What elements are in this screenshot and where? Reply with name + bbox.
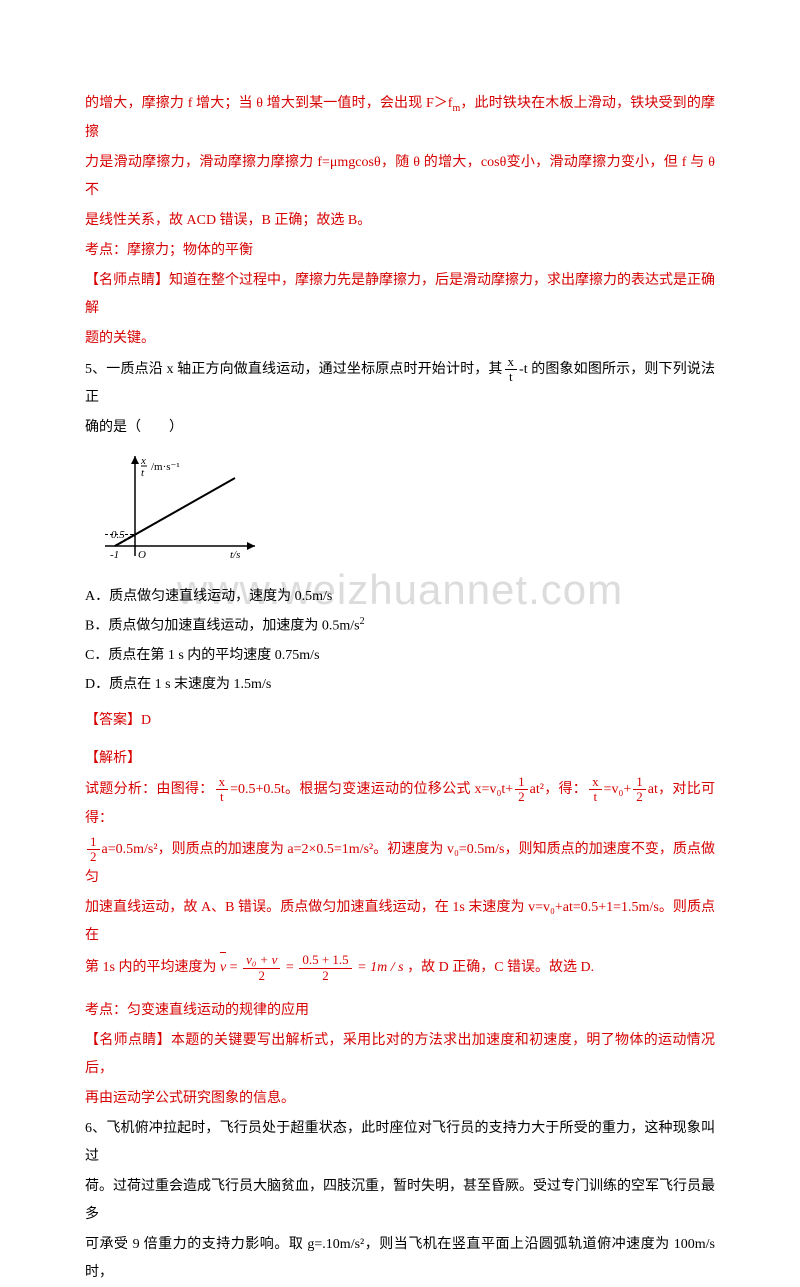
test-point-2: 考点：匀变速直线运动的规律的应用 xyxy=(85,997,715,1025)
explain-text-3: 加速直线运动，故 A、B 错误。质点做匀加速直线运动，在 1s 末速度为 v=v… xyxy=(85,894,715,950)
option-a: A．质点做匀速直线运动，速度为 0.5m/s xyxy=(85,583,715,611)
svg-text:x: x xyxy=(140,455,146,467)
svg-text:t/s: t/s xyxy=(230,549,240,561)
explain-text-2: 12a=0.5m/s²，则质点的加速度为 a=2×0.5=1m/s²。初速度为 … xyxy=(85,835,715,893)
xt-graph: 0.5 -1 O t/s x t /m·s⁻¹ xyxy=(85,446,715,577)
explain-line-3: 是线性关系，故 ACD 错误，B 正确；故选 B。 xyxy=(85,207,715,235)
svg-text:/m·s⁻¹: /m·s⁻¹ xyxy=(151,461,180,473)
option-b: B．质点做匀加速直线运动，加速度为 0.5m/s2 xyxy=(85,612,715,641)
svg-text:t: t xyxy=(141,467,145,479)
explain-line-1: 的增大，摩擦力 f 增大；当 θ 增大到某一值时，会出现 F＞fm，此时铁块在木… xyxy=(85,90,715,147)
question-6-line-3: 可承受 9 倍重力的支持力影响。取 g=.10m/s²，则当飞机在竖直平面上沿圆… xyxy=(85,1231,715,1287)
explain-title: 【解析】 xyxy=(85,745,715,773)
svg-text:-1: -1 xyxy=(110,549,119,561)
question-5-stem-end: 确的是（ ） xyxy=(85,414,715,442)
option-d: D．质点在 1 s 末速度为 1.5m/s xyxy=(85,671,715,699)
tip-line-1: 【名师点睛】知道在整个过程中，摩擦力先是静摩擦力，后是滑动摩擦力，求出摩擦力的表… xyxy=(85,267,715,323)
option-c: C．质点在第 1 s 内的平均速度 0.75m/s xyxy=(85,642,715,670)
document-content: 的增大，摩擦力 f 增大；当 θ 增大到某一值时，会出现 F＞fm，此时铁块在木… xyxy=(85,90,715,1287)
tip-line-2: 题的关键。 xyxy=(85,325,715,353)
explain-line-2: 力是滑动摩擦力，滑动摩擦力摩擦力 f=μmgcosθ，随 θ 的增大，cosθ变… xyxy=(85,149,715,205)
svg-text:0.5: 0.5 xyxy=(111,529,125,541)
question-5-stem: 5、一质点沿 x 轴正方向做直线运动，通过坐标原点时开始计时，其xt-t 的图象… xyxy=(85,355,715,413)
answer: 【答案】D xyxy=(85,707,715,735)
question-6-line-2: 荷。过荷过重会造成飞行员大脑贫血，四肢沉重，暂时失明，甚至昏厥。受过专门训练的空… xyxy=(85,1173,715,1229)
explain-text-1: 试题分析：由图得：xt=0.5+0.5t。根据匀变速运动的位移公式 x=v₀t+… xyxy=(85,775,715,833)
tip-text-2: 再由运动学公式研究图象的信息。 xyxy=(85,1085,715,1113)
tip-text-1: 【名师点睛】本题的关键要写出解析式，采用比对的方法求出加速度和初速度，明了物体的… xyxy=(85,1027,715,1083)
svg-text:O: O xyxy=(138,549,146,561)
test-point-1: 考点：摩擦力；物体的平衡 xyxy=(85,237,715,265)
question-6-line-1: 6、飞机俯冲拉起时，飞行员处于超重状态，此时座位对飞行员的支持力大于所受的重力，… xyxy=(85,1115,715,1171)
explain-text-4: 第 1s 内的平均速度为 v = v₀ + v2 = 0.5 + 1.52 = … xyxy=(85,952,715,983)
